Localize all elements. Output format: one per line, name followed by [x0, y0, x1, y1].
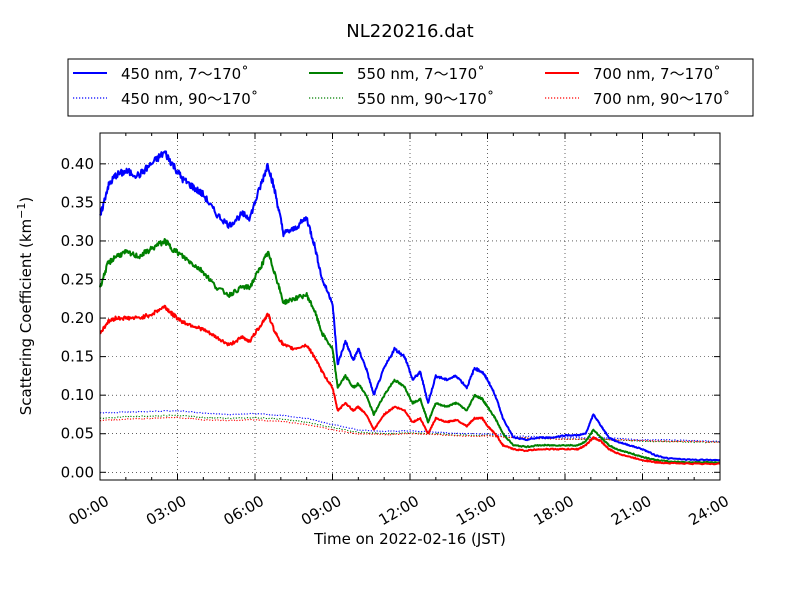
legend: 450 nm, 7～170˚ 550 nm, 7～170˚ 700 nm, 7～17… — [67, 58, 754, 117]
series-line-4 — [99, 409, 721, 443]
y-axis-title-close: ) — [17, 197, 35, 203]
y-tick-label: 0.25 — [61, 271, 94, 289]
legend-frame — [67, 58, 754, 117]
legend-label-6: 700 nm, 90～170˚ — [593, 90, 730, 108]
x-tick-label: 15:00 — [453, 492, 499, 529]
y-tick-label: 0.15 — [61, 348, 94, 366]
chart-title: NL220216.dat — [346, 21, 473, 42]
x-tick-label: 12:00 — [376, 492, 422, 529]
legend-label-1: 450 nm, 7～170˚ — [121, 65, 249, 83]
x-tick-label: 21:00 — [608, 492, 654, 529]
y-tick-label: 0.40 — [61, 155, 94, 173]
legend-label-2: 550 nm, 7～170˚ — [357, 65, 485, 83]
x-tick-label: 18:00 — [531, 492, 577, 529]
y-axis-title-sup: −1 — [15, 203, 28, 219]
grid — [100, 133, 720, 480]
y-axis-title-main: Scattering Coefficient (km — [17, 219, 35, 415]
x-tick-label: 09:00 — [298, 492, 344, 529]
series-layer — [99, 150, 721, 466]
series-line-3 — [99, 304, 721, 466]
x-tick-label: 00:00 — [66, 492, 112, 529]
series-line-6 — [99, 416, 721, 443]
y-tick-label: 0.00 — [61, 463, 94, 481]
x-axis-title: Time on 2022-02-16 (JST) — [313, 530, 506, 548]
series-line-2 — [99, 238, 721, 464]
legend-label-3: 700 nm, 7～170˚ — [593, 65, 721, 83]
y-tick-label: 0.20 — [61, 309, 94, 327]
y-tick-label: 0.30 — [61, 232, 94, 250]
series-line-1 — [99, 150, 721, 462]
y-axis-title: Scattering Coefficient (km−1) — [15, 197, 35, 416]
legend-label-5: 550 nm, 90～170˚ — [357, 90, 494, 108]
y-tick-label: 0.05 — [61, 425, 94, 443]
x-tick-label: 03:00 — [143, 492, 189, 529]
ticks: 00:00 03:00 06:00 09:00 12:00 15:00 18:00 21:00… — [61, 133, 732, 529]
y-tick-label: 0.10 — [61, 386, 94, 404]
x-tick-label: 24:00 — [686, 492, 732, 529]
x-tick-label: 06:00 — [221, 492, 267, 529]
legend-label-4: 450 nm, 90～170˚ — [121, 90, 258, 108]
y-tick-label: 0.35 — [61, 193, 94, 211]
